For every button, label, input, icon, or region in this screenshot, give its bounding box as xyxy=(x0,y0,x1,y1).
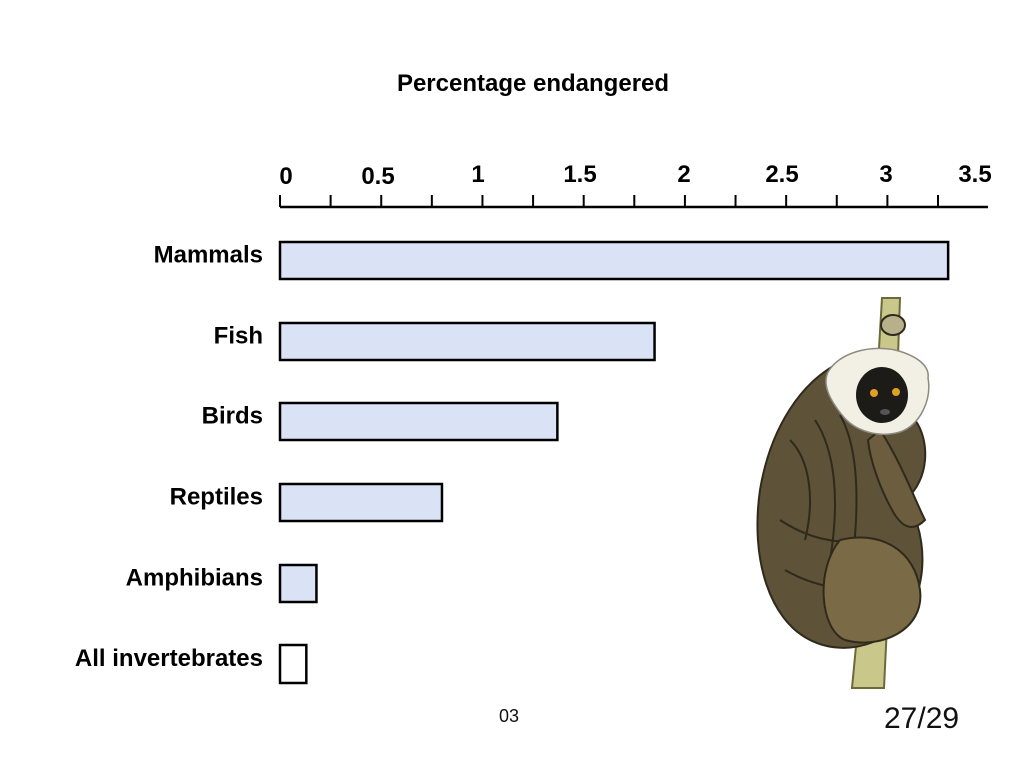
category-label: Fish xyxy=(214,323,263,350)
chart-title: Percentage endangered xyxy=(397,70,669,97)
category-labels: Mammals Fish Birds Reptiles Amphibians All in… xyxy=(75,242,263,673)
bar-all-invertebrates xyxy=(278,643,308,685)
category-label: Mammals xyxy=(154,242,263,269)
x-tick-label: 1 xyxy=(471,161,484,188)
x-tick-label: 3 xyxy=(879,161,892,188)
bar-mammals xyxy=(278,240,950,281)
x-tick-label: 0.5 xyxy=(361,163,394,190)
bar-amphibians xyxy=(278,563,318,604)
page-number: 27/29 xyxy=(884,702,960,735)
category-label: Amphibians xyxy=(126,565,263,592)
category-label: Reptiles xyxy=(170,484,263,511)
bars xyxy=(278,240,950,685)
x-tick-label: 2.5 xyxy=(765,161,798,188)
bar-fish xyxy=(278,321,656,362)
lemur-illustration xyxy=(756,297,930,689)
x-tick-label: 0 xyxy=(279,163,292,190)
bar-birds xyxy=(278,401,559,442)
x-tick-label: 2 xyxy=(677,161,690,188)
x-tick-label: 3.5 xyxy=(958,161,991,188)
category-label: All invertebrates xyxy=(75,645,263,672)
x-tick-label: 1.5 xyxy=(563,161,596,188)
footer-code: 03 xyxy=(499,706,520,726)
category-label: Birds xyxy=(202,403,263,430)
bar-reptiles xyxy=(278,482,444,523)
x-axis: 0 0.5 1 1.5 2 2.5 3 3.5 xyxy=(279,161,992,209)
